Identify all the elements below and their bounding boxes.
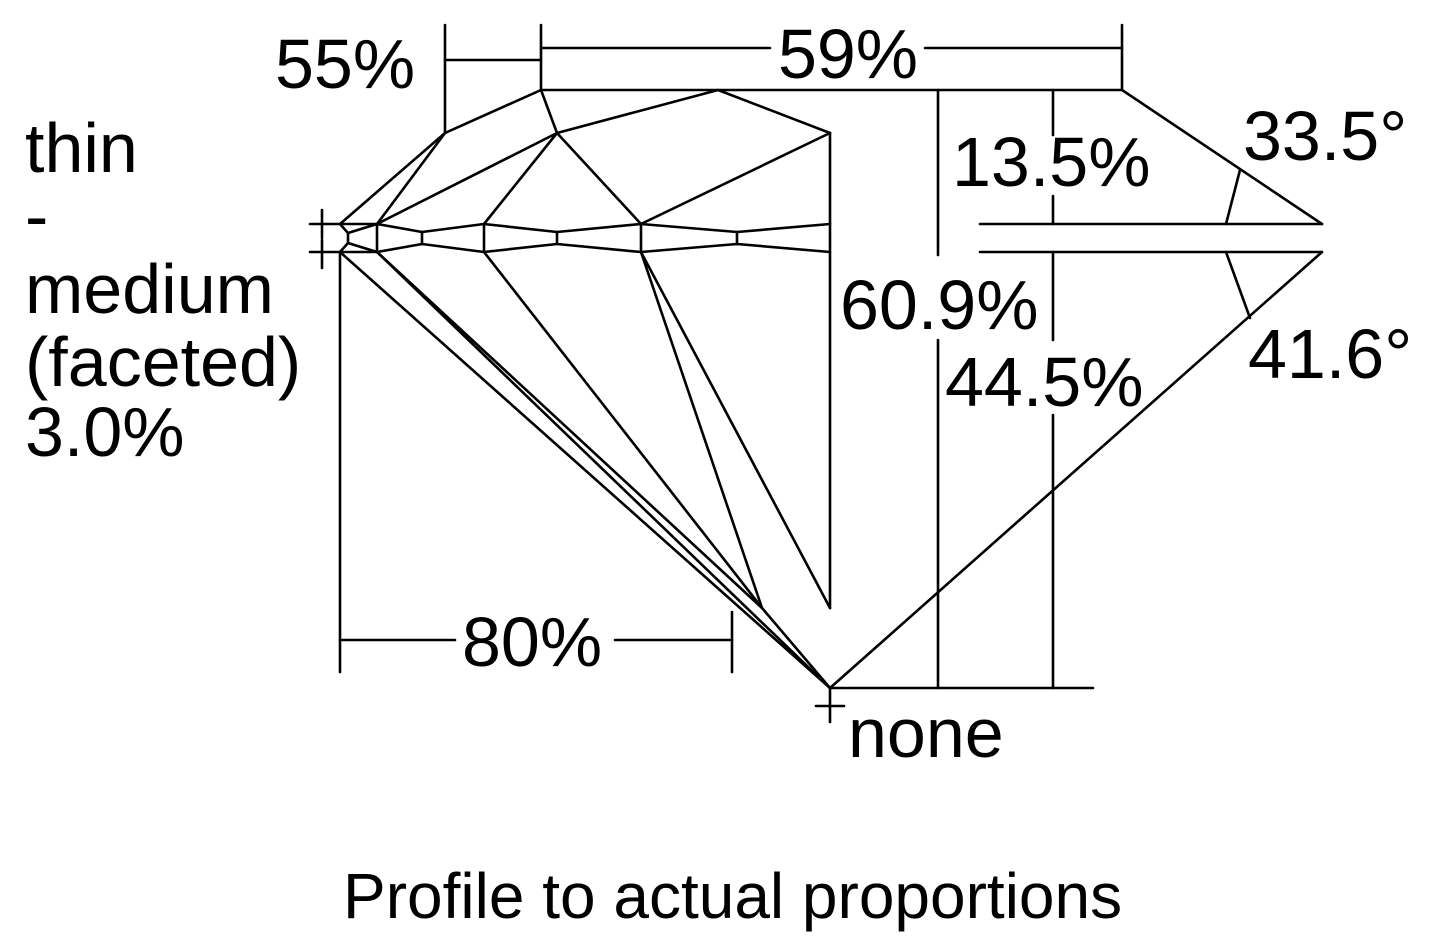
girdle-pct-label: 3.0% xyxy=(25,393,185,471)
culet-label: none xyxy=(848,694,1004,772)
caption: Profile to actual proportions xyxy=(343,860,1122,932)
dimension-lines xyxy=(308,23,1124,724)
total-depth-label: 60.9% xyxy=(840,266,1038,344)
pavilion-angle-arc xyxy=(1224,250,1252,320)
crown-angle-arc xyxy=(1224,168,1242,226)
girdle-thin-label: thin xyxy=(25,109,138,187)
girdle xyxy=(338,131,832,610)
pavilion-angle-label: 41.6° xyxy=(1248,315,1412,393)
pavilion-depth-label: 44.5% xyxy=(945,343,1143,421)
crown-angle-label: 33.5° xyxy=(1243,97,1407,175)
crown-height-dim-label: 55% xyxy=(275,25,415,103)
girdle-medium-label: medium xyxy=(25,250,274,328)
table-dim-label: 59% xyxy=(778,15,918,93)
girdle-dash-label: - xyxy=(25,177,48,255)
pavilion-facets xyxy=(338,250,832,690)
right-profile xyxy=(828,88,1324,690)
girdle-faceted-label: (faceted) xyxy=(25,323,301,401)
lower-half-length-label: 80% xyxy=(462,603,602,681)
crown-facets xyxy=(338,88,1124,226)
crown-height-pct-label: 13.5% xyxy=(952,123,1150,201)
